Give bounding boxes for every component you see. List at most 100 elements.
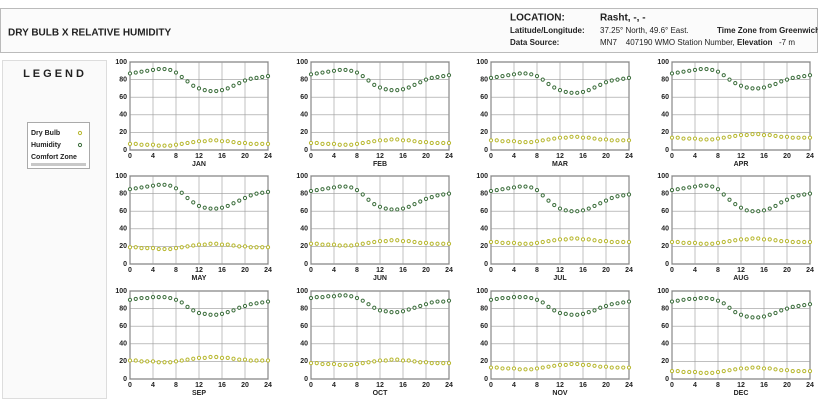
data-point — [168, 183, 173, 188]
x-tick-label: 20 — [422, 267, 430, 274]
month-label: NOV — [552, 390, 568, 397]
y-tick-label: 60 — [661, 323, 669, 330]
x-tick-label: 12 — [556, 382, 564, 389]
data-point — [435, 299, 440, 304]
data-point — [609, 195, 614, 201]
data-point — [733, 367, 738, 372]
data-point — [372, 82, 377, 87]
data-point — [621, 193, 626, 198]
data-point — [429, 75, 434, 80]
x-tick-label: 0 — [670, 153, 674, 160]
data-point — [308, 72, 314, 77]
data-point — [446, 191, 452, 196]
data-point — [349, 185, 354, 190]
x-tick-label: 20 — [422, 382, 430, 389]
chart: 0 20 40 60 80 100 0 4 8 12 16 20 24 MAR — [476, 59, 633, 168]
data-point — [796, 74, 801, 80]
x-tick-label: 4 — [151, 153, 155, 160]
legend-swatch — [77, 142, 83, 148]
data-point — [225, 310, 230, 315]
data-point — [756, 236, 761, 241]
data-point — [575, 312, 580, 317]
y-tick-label: 40 — [661, 341, 669, 348]
data-point — [592, 238, 597, 243]
x-tick-label: 16 — [579, 267, 587, 274]
data-point — [488, 75, 494, 80]
data-point — [168, 67, 173, 73]
x-tick-label: 8 — [174, 267, 178, 274]
month-label: OCT — [373, 390, 389, 397]
data-point — [231, 243, 236, 248]
data-point — [710, 184, 715, 189]
data-point — [441, 241, 446, 246]
data-point — [744, 237, 749, 242]
data-point — [552, 202, 557, 208]
y-tick-label: 60 — [300, 323, 308, 330]
data-point — [225, 139, 230, 144]
data-point — [603, 80, 609, 85]
month-label: SEP — [192, 390, 206, 397]
data-point — [790, 368, 795, 374]
data-point — [145, 68, 150, 73]
data-point — [435, 241, 440, 246]
data-point — [162, 295, 167, 300]
y-tick-label: 20 — [300, 358, 308, 365]
y-tick-label: 100 — [296, 173, 308, 180]
x-tick-label: 20 — [783, 153, 791, 160]
data-point — [511, 185, 517, 190]
x-tick-label: 20 — [602, 382, 610, 389]
data-point — [500, 187, 505, 192]
data-point — [744, 314, 749, 319]
data-point — [337, 243, 342, 248]
data-point — [389, 137, 394, 142]
data-point — [592, 308, 597, 313]
data-point — [214, 206, 219, 211]
data-point — [738, 83, 744, 88]
data-point — [354, 242, 360, 247]
data-point — [523, 184, 528, 189]
data-point — [231, 356, 236, 361]
data-point — [761, 366, 767, 371]
data-point — [208, 88, 213, 94]
y-tick-label: 0 — [304, 147, 308, 154]
data-point — [704, 66, 709, 72]
y-tick-label: 60 — [119, 208, 127, 215]
data-point — [196, 310, 202, 316]
data-point — [156, 66, 161, 72]
x-tick-label: 20 — [241, 382, 249, 389]
data-point — [265, 358, 271, 363]
y-tick-label: 60 — [661, 94, 669, 101]
data-point — [698, 183, 703, 188]
data-point — [575, 236, 580, 241]
data-point — [349, 68, 354, 73]
data-point — [790, 195, 795, 200]
data-point — [687, 136, 692, 141]
data-point — [260, 300, 265, 305]
data-point — [343, 243, 348, 248]
data-point — [139, 69, 144, 74]
data-point — [609, 239, 614, 245]
data-point — [675, 298, 680, 303]
x-tick-label: 24 — [264, 267, 272, 274]
data-point — [517, 367, 522, 372]
data-point — [349, 294, 354, 299]
data-point — [308, 188, 314, 194]
location-label: LOCATION: — [510, 13, 565, 24]
data-point — [767, 83, 772, 88]
data-point — [598, 82, 603, 87]
data-point — [773, 133, 778, 139]
data-point — [796, 239, 801, 245]
elevation-label: Elevation — [737, 38, 773, 47]
y-tick-label: 100 — [115, 59, 127, 66]
data-point — [534, 73, 540, 79]
data-point — [615, 301, 620, 306]
data-point — [418, 139, 423, 145]
data-point — [219, 242, 225, 247]
data-point — [429, 300, 434, 305]
data-point — [609, 365, 614, 370]
x-tick-label: 4 — [512, 267, 516, 274]
data-point — [173, 297, 179, 302]
data-point — [314, 361, 319, 366]
data-point — [435, 361, 440, 366]
data-point — [208, 206, 213, 211]
